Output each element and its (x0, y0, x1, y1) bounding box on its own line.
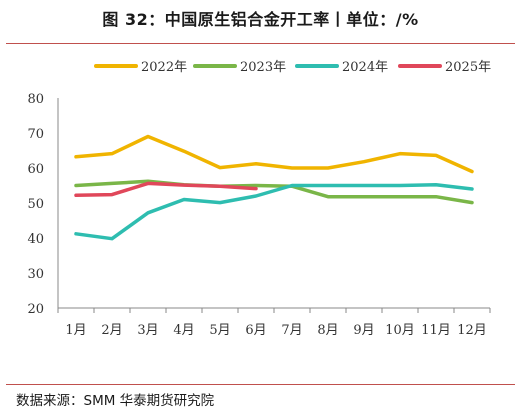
y-tick-label: 80 (27, 92, 44, 107)
series-line-2023年 (74, 179, 474, 205)
series-line-2025年 (74, 181, 258, 198)
x-tick-label: 5月 (209, 323, 230, 338)
y-tick-label: 20 (27, 302, 44, 317)
x-tick-label: 6月 (245, 323, 266, 338)
x-tick-label: 7月 (281, 323, 302, 338)
legend-label-2024年: 2024年 (342, 60, 388, 75)
legend-label-2025年: 2025年 (445, 60, 491, 75)
x-tick-label: 3月 (137, 323, 158, 338)
chart-title: 图 32：中国原生铝合金开工率丨单位：/% (102, 10, 419, 29)
series-line-2024年 (74, 183, 474, 241)
x-tick-label: 9月 (353, 323, 374, 338)
title-divider (6, 43, 515, 44)
y-tick-label: 30 (27, 267, 44, 282)
x-tick-label: 2月 (101, 323, 122, 338)
source-note: 数据来源：SMM 华泰期货研究院 (16, 393, 215, 409)
x-tick-label: 11月 (421, 323, 451, 338)
y-tick-label: 50 (27, 197, 44, 212)
source-divider (6, 384, 515, 385)
legend-label-2022年: 2022年 (141, 60, 187, 75)
x-tick-label: 12月 (457, 323, 487, 338)
legend-label-2023年: 2023年 (240, 60, 286, 75)
series-line-2022年 (74, 134, 474, 174)
y-tick-label: 40 (27, 232, 44, 247)
x-tick-label: 8月 (317, 323, 338, 338)
x-tick-label: 10月 (385, 323, 415, 338)
x-tick-label: 4月 (173, 323, 194, 338)
y-tick-label: 70 (27, 127, 44, 142)
y-tick-label: 60 (27, 162, 44, 177)
x-tick-label: 1月 (65, 323, 86, 338)
